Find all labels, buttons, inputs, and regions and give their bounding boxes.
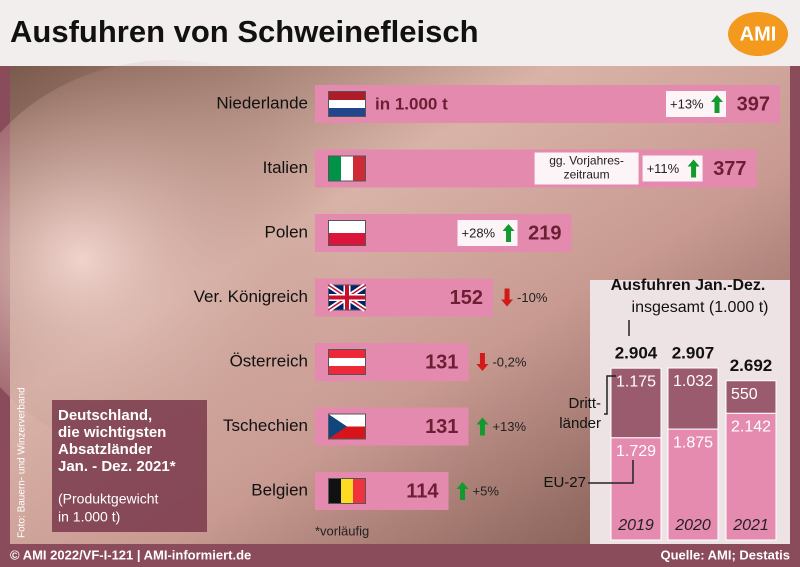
value-label: 152 <box>450 287 483 309</box>
change-label: +11% <box>647 161 680 176</box>
segment-label: 1.032 <box>673 373 713 390</box>
change-label: +28% <box>462 225 496 240</box>
flag-stripe <box>329 100 365 108</box>
title: Ausfuhren von Schweinefleisch <box>10 14 479 49</box>
arrow-up <box>502 224 515 242</box>
footnote: *vorläufig <box>315 523 369 538</box>
bar-segment <box>610 437 662 541</box>
total-chart: Ausfuhren Jan.-Dez. insgesamt (1.000 t) 1.… <box>543 277 777 541</box>
note-box <box>534 152 639 185</box>
country-label: Italien <box>263 158 308 177</box>
value-label: 131 <box>425 416 458 438</box>
flag-stripe <box>329 108 365 116</box>
footer-left: © AMI 2022/VF-I-121 | AMI-informiert.de <box>10 547 251 562</box>
change-note: zeitraum <box>564 168 610 182</box>
year-label: 2020 <box>674 517 711 534</box>
flag-stripe <box>329 92 365 100</box>
year-label: 2019 <box>617 517 654 534</box>
segment-label: 1.875 <box>673 434 713 451</box>
country-label: Polen <box>265 222 308 241</box>
segment-label: 2.142 <box>731 418 771 435</box>
country-label: Österreich <box>230 351 308 370</box>
flag-stripe <box>353 479 365 503</box>
year-label: 2021 <box>732 517 769 534</box>
legend-connector <box>604 375 616 415</box>
bar-segment <box>667 367 719 430</box>
flag-stripe <box>329 221 365 233</box>
photo-credit: Foto: Bauern- und Winzerverband <box>17 387 28 538</box>
flag-stripe <box>329 358 365 366</box>
value-label: 219 <box>528 222 561 244</box>
segment-label: 1.175 <box>616 373 656 390</box>
note-line: Deutschland, <box>58 407 152 424</box>
note-sub-line: (Produktgewicht <box>58 491 158 507</box>
note-line: Jan. - Dez. 2021* <box>58 458 176 475</box>
country-label: Tschechien <box>223 416 308 435</box>
flag-cross <box>329 285 365 310</box>
flag-stripe <box>329 233 365 245</box>
legend-label: länder <box>559 415 601 432</box>
logo-badge <box>728 12 788 56</box>
legend-connector <box>588 460 634 484</box>
note-line: Absatzländer <box>58 441 152 458</box>
legend-label: EU-27 <box>543 474 586 491</box>
country-label: Ver. Königreich <box>194 287 308 306</box>
unit-label: in 1.000 t <box>375 94 448 113</box>
change-label: +13% <box>492 419 526 434</box>
change-label: -10% <box>517 290 548 305</box>
arrow-up <box>476 417 489 436</box>
arrow-down <box>501 288 514 307</box>
value-label: 114 <box>406 480 439 502</box>
arrow-down <box>476 353 489 371</box>
total-subtitle: insgesamt (1.000 t) <box>632 299 769 316</box>
header-bar <box>0 0 800 66</box>
legend-label: Dritt- <box>569 395 602 412</box>
flag-stripe <box>329 350 365 358</box>
total-label: 2.907 <box>672 343 715 362</box>
footer-right: Quelle: AMI; Destatis <box>660 547 790 562</box>
total-title: Ausfuhren Jan.-Dez. <box>611 277 766 294</box>
flag-stripe <box>353 156 365 181</box>
value-label: 131 <box>425 351 458 373</box>
flag-stripe <box>329 366 365 374</box>
change-note: gg. Vorjahres- <box>549 154 624 168</box>
bar-segment <box>725 412 777 541</box>
total-label: 2.692 <box>730 356 773 375</box>
arrow-up <box>711 95 723 113</box>
flag-stripe <box>329 156 341 181</box>
total-label: 2.904 <box>615 344 658 363</box>
flag-stripe <box>341 156 353 181</box>
flag-stripe <box>341 479 353 503</box>
bar-segment <box>610 367 662 439</box>
change-label: +5% <box>473 483 500 498</box>
photo-pig <box>0 60 390 460</box>
value-label: 397 <box>737 93 770 115</box>
bar-segment <box>725 380 777 414</box>
country-chart: Niederlande 397 +13% in 1.000 t Italien 377 +1… <box>194 85 780 510</box>
flag-stripe <box>329 479 341 503</box>
note-line: die wichtigsten <box>58 424 166 441</box>
note-box <box>52 400 207 532</box>
bar-segment <box>667 428 719 541</box>
country-label: Niederlande <box>216 93 308 112</box>
change-label: +13% <box>670 96 704 111</box>
segment-label: 1.729 <box>616 443 656 460</box>
country-label: Belgien <box>251 480 308 499</box>
logo: AMI <box>740 23 777 45</box>
arrow-up <box>687 159 700 178</box>
note-sub-line: in 1.000 t) <box>58 509 120 525</box>
arrow-up <box>456 482 469 500</box>
change-label: -0,2% <box>492 354 526 369</box>
flag-triangle <box>329 414 347 439</box>
value-label: 377 <box>713 158 746 180</box>
segment-label: 550 <box>731 386 758 403</box>
